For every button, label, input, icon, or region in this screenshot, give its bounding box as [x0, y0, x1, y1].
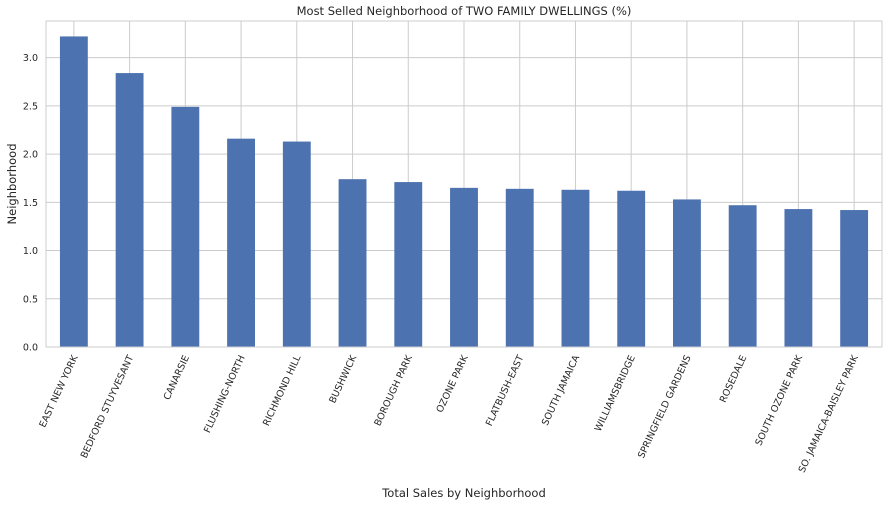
bar: [394, 182, 423, 347]
bar: [450, 187, 478, 347]
bar: [505, 188, 534, 347]
x-tick-label: BEDFORD STUYVESANT: [79, 353, 137, 460]
plot-frame: [45, 20, 883, 348]
x-tick-label: WILLIAMSBRIDGE: [593, 354, 638, 434]
bar: [227, 138, 255, 347]
y-tick-label: 0.5: [23, 294, 38, 305]
x-tick-label: SOUTH JAMAICA: [540, 353, 582, 427]
bar: [784, 209, 813, 347]
x-tick-label: ROSEDALE: [718, 354, 750, 405]
x-tick-label: BOROUGH PARK: [373, 353, 416, 428]
bar: [673, 199, 701, 347]
y-tick-label: 1.0: [23, 246, 38, 257]
bar: [282, 141, 311, 347]
bar: [617, 190, 646, 347]
y-tick-labels: 0.0 0.5 1.0 1.5 2.0 2.5 3.0: [23, 53, 38, 353]
bar: [840, 210, 869, 347]
bar: [728, 205, 757, 347]
y-tick-label: 3.0: [23, 53, 38, 64]
x-tick-label: FLATBUSH-EAST: [484, 353, 527, 428]
bar: [171, 106, 200, 347]
y-axis-label: Neighborhood: [5, 144, 19, 225]
bar: [338, 179, 367, 347]
y-tick-label: 2.5: [23, 101, 38, 112]
y-tick-label: 2.0: [23, 150, 38, 161]
x-tick-label: SO. JAMAICA-BAISLEY PARK: [797, 353, 861, 475]
x-tick-label: BUSHWICK: [327, 353, 359, 405]
bar: [115, 73, 144, 348]
x-tick-label: RICHMOND HILL: [261, 353, 304, 428]
bar: [561, 189, 590, 347]
bar: [59, 36, 88, 348]
y-tick-label: 1.5: [23, 198, 38, 209]
x-tick-label: EAST NEW YORK: [37, 353, 80, 429]
x-tick-label: SPRINGFIELD GARDENS: [636, 354, 693, 461]
chart-title: Most Selled Neighborhood of TWO FAMILY D…: [297, 4, 632, 18]
x-tick-label: FLUSHING-NORTH: [202, 354, 248, 435]
x-axis-label: Total Sales by Neighborhood: [381, 486, 546, 500]
x-tick-label: CANARSIE: [162, 354, 192, 402]
x-tick-label: SOUTH OZONE PARK: [754, 353, 806, 448]
x-tick-label: OZONE PARK: [435, 353, 472, 415]
bar-layer: [59, 36, 869, 348]
y-tick-label: 0.0: [23, 343, 38, 354]
